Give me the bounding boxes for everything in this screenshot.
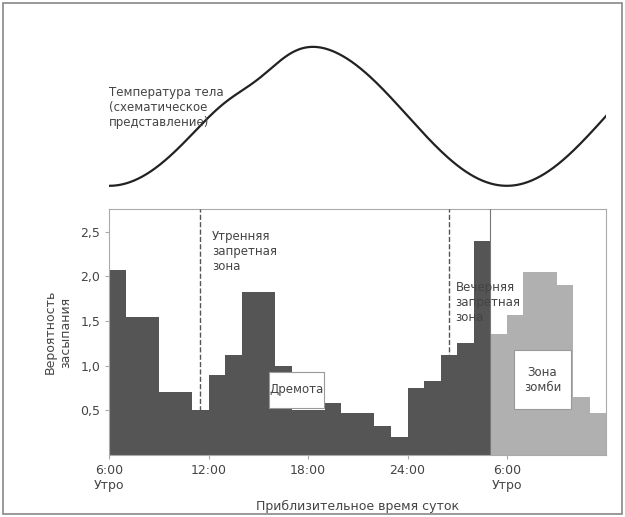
Text: Вечерняя
запретная
зона: Вечерняя запретная зона: [456, 281, 521, 324]
Bar: [507, 315, 524, 455]
Bar: [226, 355, 242, 455]
Bar: [126, 316, 142, 455]
Bar: [109, 270, 126, 455]
Bar: [540, 272, 557, 455]
Bar: [209, 375, 226, 455]
Bar: [557, 285, 573, 455]
Bar: [242, 292, 259, 455]
Bar: [192, 410, 209, 455]
Bar: [357, 413, 374, 455]
Bar: [176, 392, 192, 455]
Bar: [474, 240, 491, 455]
Bar: [325, 403, 341, 455]
Bar: [458, 343, 474, 455]
Bar: [142, 316, 159, 455]
Text: Температура тела
(схематическое
представление): Температура тела (схематическое представ…: [109, 86, 224, 129]
Bar: [524, 272, 540, 455]
Bar: [590, 413, 606, 455]
Bar: [441, 355, 458, 455]
X-axis label: Приблизительное время суток: Приблизительное время суток: [256, 500, 459, 513]
Y-axis label: Вероятность
засыпания: Вероятность засыпания: [44, 290, 72, 374]
Bar: [308, 410, 325, 455]
Bar: [408, 388, 424, 455]
Bar: [159, 392, 176, 455]
FancyBboxPatch shape: [269, 372, 324, 407]
Bar: [374, 427, 391, 455]
Text: Утренняя
запретная
зона: Утренняя запретная зона: [212, 230, 277, 273]
Text: Зона
зомби: Зона зомби: [524, 366, 561, 394]
Bar: [424, 381, 441, 455]
Bar: [275, 366, 291, 455]
Bar: [491, 334, 507, 455]
Bar: [341, 413, 357, 455]
Bar: [259, 292, 275, 455]
Bar: [573, 397, 590, 455]
Bar: [391, 437, 408, 455]
Bar: [291, 410, 308, 455]
Text: Дремота: Дремота: [269, 383, 324, 396]
FancyBboxPatch shape: [514, 351, 571, 409]
